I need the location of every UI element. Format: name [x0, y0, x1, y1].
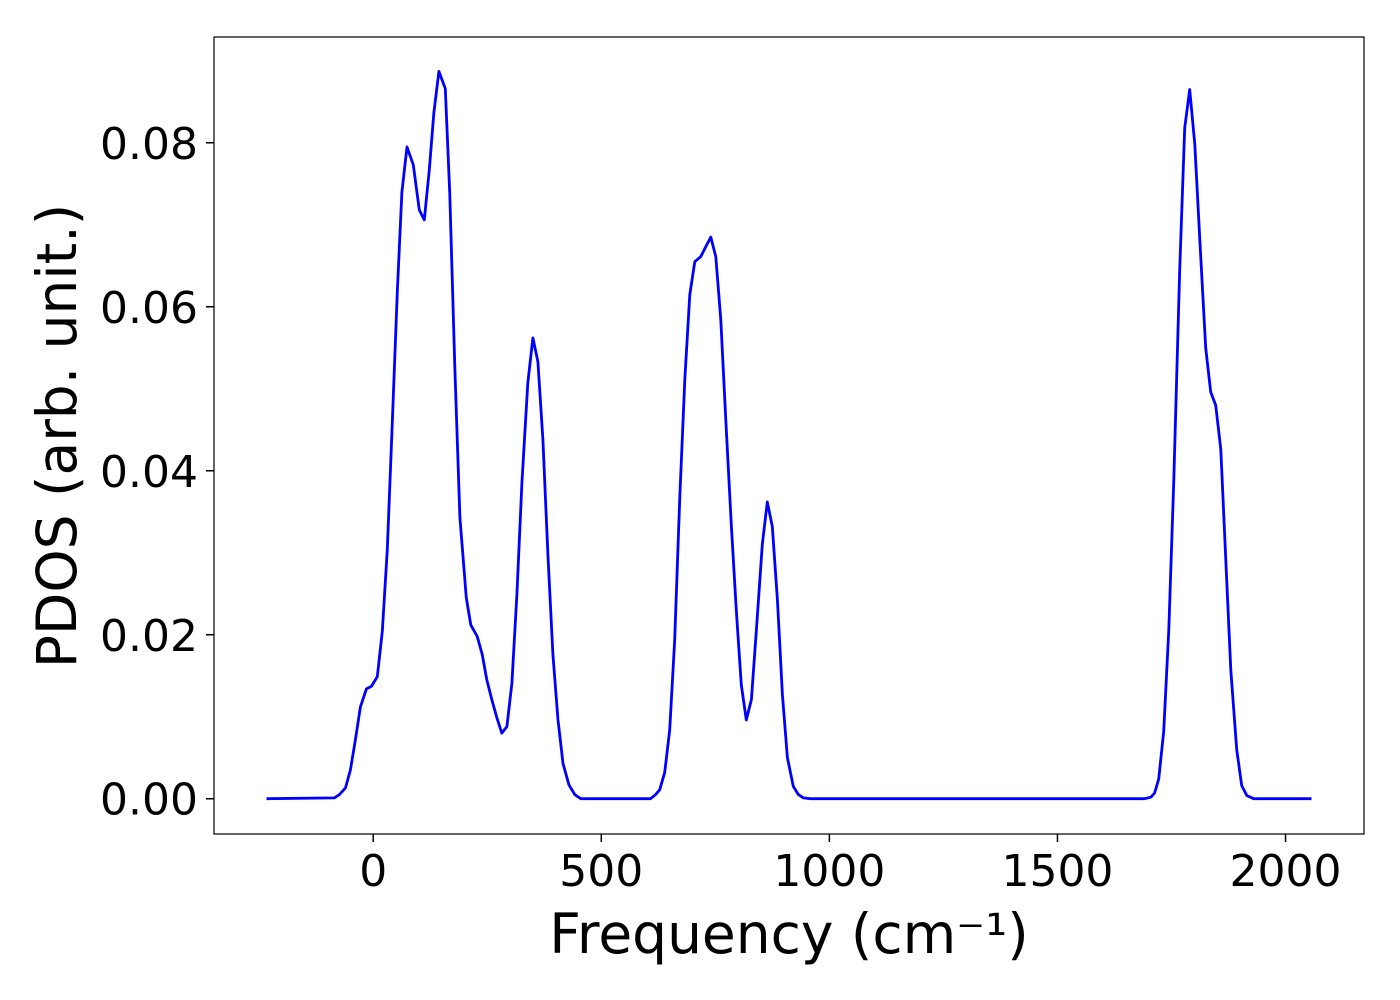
- y-axis-label: PDOS (arb. unit.): [25, 204, 89, 668]
- y-tick-label: 0.00: [100, 775, 198, 826]
- x-tick-label: 0: [359, 846, 387, 897]
- x-tick-label: 2000: [1230, 846, 1342, 897]
- y-tick-label: 0.02: [100, 611, 198, 662]
- x-tick-label: 1500: [1001, 846, 1113, 897]
- y-tick-label: 0.04: [100, 447, 198, 498]
- data-line: [266, 70, 1312, 801]
- x-axis-label: Frequency (cm⁻¹): [549, 902, 1028, 966]
- y-tick-label: 0.08: [100, 119, 198, 170]
- x-tick-label: 500: [559, 846, 643, 897]
- y-tick-label: 0.06: [100, 283, 198, 334]
- plot-frame: [213, 36, 1365, 835]
- x-tick-label: 1000: [773, 846, 885, 897]
